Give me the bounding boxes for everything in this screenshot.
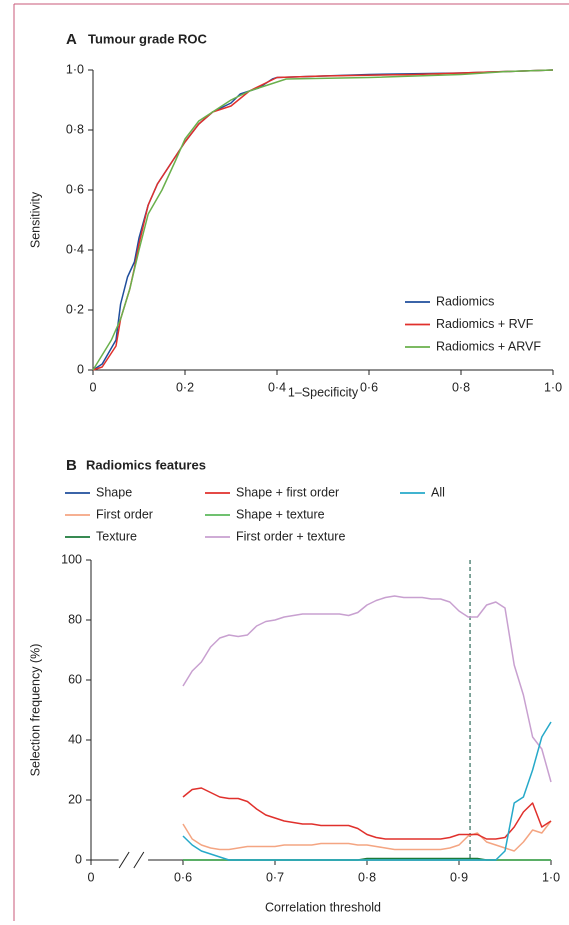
y-tick-label: 0·4 [66, 242, 84, 256]
x-tick-label: 0·9 [450, 870, 468, 884]
legend-label: Radiomics + ARVF [436, 339, 541, 353]
y-axis-label: Selection frequency (%) [28, 644, 42, 777]
y-tick-label: 0 [75, 852, 82, 866]
series-line [182, 721, 552, 861]
y-tick-label: 80 [68, 612, 82, 626]
x-tick-label: 1·0 [544, 380, 562, 394]
y-axis-label: Sensitivity [28, 191, 42, 248]
x-tick-label: 0·8 [358, 870, 376, 884]
chart-title: Radiomics features [86, 457, 206, 472]
y-tick-label: 0·2 [66, 302, 84, 316]
x-tick-label: 0 [88, 870, 95, 884]
x-axis-label: Correlation threshold [265, 900, 381, 914]
series-line [92, 69, 554, 371]
x-tick-label: 0·8 [452, 380, 470, 394]
y-tick-label: 100 [61, 552, 82, 566]
legend-label: Shape [96, 485, 132, 499]
legend-label: First order + texture [236, 529, 345, 543]
y-tick-label: 20 [68, 792, 82, 806]
series-line [182, 595, 552, 783]
x-tick-label: 0·7 [266, 870, 284, 884]
y-tick-label: 0·8 [66, 122, 84, 136]
x-tick-label: 0·4 [268, 380, 286, 394]
legend-label: First order [96, 507, 153, 521]
legend-label: Radiomics + RVF [436, 317, 534, 331]
x-tick-label: 0·6 [360, 380, 378, 394]
chart-title: Tumour grade ROC [88, 31, 208, 46]
legend-label: All [431, 485, 445, 499]
x-tick-label: 0 [90, 380, 97, 394]
x-tick-label: 0·2 [176, 380, 194, 394]
y-tick-label: 60 [68, 672, 82, 686]
series-line [182, 820, 552, 852]
legend-label: Shape + first order [236, 485, 339, 499]
axis-break [118, 851, 130, 869]
panel-label: A [66, 31, 77, 48]
panel-label: B [66, 457, 77, 474]
y-tick-label: 1·0 [66, 62, 84, 76]
axis-break [133, 851, 145, 869]
x-tick-label: 1·0 [542, 870, 560, 884]
series-line [182, 787, 552, 840]
legend-label: Radiomics [436, 294, 494, 308]
legend-label: Shape + texture [236, 507, 325, 521]
y-tick-label: 40 [68, 732, 82, 746]
y-tick-label: 0 [77, 362, 84, 376]
x-tick-label: 0·6 [174, 870, 192, 884]
y-tick-label: 0·6 [66, 182, 84, 196]
legend-label: Texture [96, 529, 137, 543]
x-axis-label: 1–Specificity [288, 385, 359, 399]
